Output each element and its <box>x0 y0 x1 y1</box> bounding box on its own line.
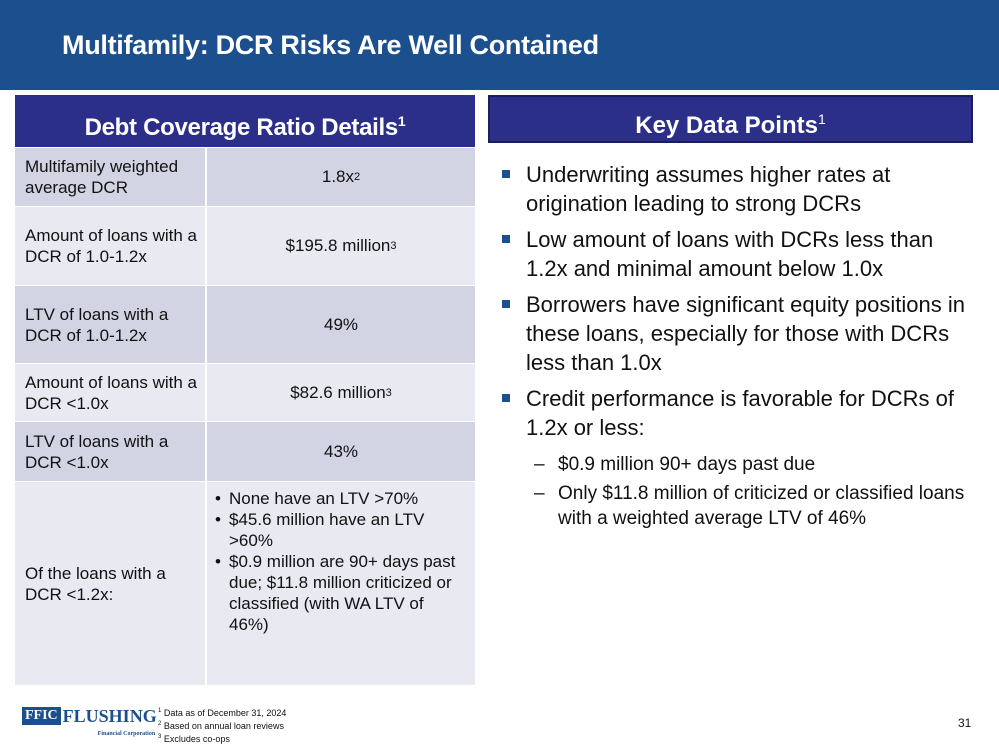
list-item: $0.9 million are 90+ days past due; $11.… <box>215 551 467 635</box>
footnote: 3 Excludes co-ops <box>158 734 230 744</box>
dash-icon: – <box>534 454 545 475</box>
key-data-list: Underwriting assumes higher rates at ori… <box>500 160 970 538</box>
row-value: $195.8 million 3 <box>205 207 475 285</box>
table-row: Multifamily weighted average DCR 1.8x 2 <box>15 147 475 206</box>
page-number: 31 <box>958 716 972 730</box>
table-row: Amount of loans with a DCR of 1.0-1.2x $… <box>15 206 475 285</box>
table-row: Amount of loans with a DCR <1.0x $82.6 m… <box>15 363 475 421</box>
table-row: LTV of loans with a DCR of 1.0-1.2x 49% <box>15 285 475 363</box>
list-item: Underwriting assumes higher rates at ori… <box>500 160 970 218</box>
dcr-details-title: Debt Coverage Ratio Details <box>84 114 399 141</box>
table-row: Of the loans with a DCR <1.2x: None have… <box>15 481 475 685</box>
sub-list-item: – $0.9 million 90+ days past due <box>534 454 816 475</box>
footnote-ref: 1 <box>397 113 406 129</box>
logo-name: FLUSHING Financial Corporation <box>63 707 157 737</box>
footnote-ref: 1 <box>817 111 826 127</box>
row-value: 49% <box>205 286 475 363</box>
bullet-square-icon <box>502 394 510 402</box>
row-label: Multifamily weighted average DCR <box>15 148 205 206</box>
bullet-square-icon <box>502 300 510 308</box>
key-data-header: Key Data Points1 <box>488 95 973 143</box>
list-item: None have an LTV >70% <box>215 488 467 509</box>
row-label: Amount of loans with a DCR <1.0x <box>15 364 205 421</box>
company-logo: FFIC FLUSHING Financial Corporation <box>22 707 157 737</box>
bullet-square-icon <box>502 170 510 178</box>
dcr-details-header: Debt Coverage Ratio Details1 <box>15 95 475 147</box>
row-value: 43% <box>205 422 475 481</box>
list-item: Low amount of loans with DCRs less than … <box>500 225 970 283</box>
dash-icon: – <box>534 483 545 504</box>
row-label: LTV of loans with a DCR <1.0x <box>15 422 205 481</box>
footnote: 2 Based on annual loan reviews <box>158 721 284 731</box>
title-bar: Multifamily: DCR Risks Are Well Containe… <box>0 0 999 90</box>
row-value: $82.6 million 3 <box>205 364 475 421</box>
sub-list: – $0.9 million 90+ days past due – Only $1… <box>526 452 970 531</box>
list-item: Credit performance is favorable for DCRs… <box>500 384 970 531</box>
row-label: LTV of loans with a DCR of 1.0-1.2x <box>15 286 205 363</box>
row-value: 1.8x 2 <box>205 148 475 206</box>
list-item: $45.6 million have an LTV >60% <box>215 509 467 551</box>
row-label: Of the loans with a DCR <1.2x: <box>15 482 205 685</box>
logo-ffic: FFIC <box>22 707 61 725</box>
detail-list: None have an LTV >70% $45.6 million have… <box>207 482 475 635</box>
list-item: Borrowers have significant equity positi… <box>500 290 970 377</box>
dcr-details-table: Debt Coverage Ratio Details1 Multifamily… <box>15 95 475 685</box>
row-label: Amount of loans with a DCR of 1.0-1.2x <box>15 207 205 285</box>
row-value: None have an LTV >70% $45.6 million have… <box>205 482 475 685</box>
sub-list-item: – Only $11.8 million of criticized or cla… <box>534 483 965 529</box>
logo-subtitle: Financial Corporation <box>97 731 156 737</box>
slide-title: Multifamily: DCR Risks Are Well Containe… <box>62 30 599 60</box>
footnote: 1 Data as of December 31, 2024 <box>158 708 287 718</box>
bullet-square-icon <box>502 235 510 243</box>
table-row: LTV of loans with a DCR <1.0x 43% <box>15 421 475 481</box>
key-data-title: Key Data Points <box>635 112 818 139</box>
footnotes: 1 Data as of December 31, 2024 2 Based o… <box>158 706 286 745</box>
